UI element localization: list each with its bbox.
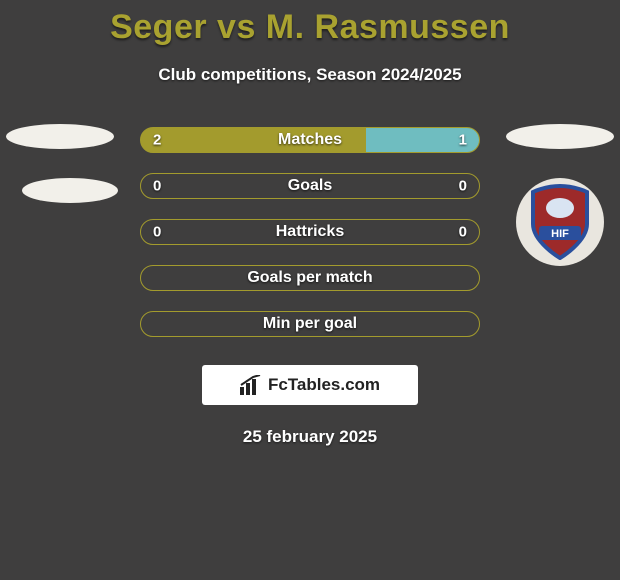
stat-row: Goals per match — [140, 265, 480, 291]
stat-value-right: 0 — [459, 224, 467, 241]
branding-text: FcTables.com — [268, 375, 380, 395]
stat-label: Goals per match — [141, 269, 479, 287]
stat-row: Hattricks0 0 — [140, 219, 480, 245]
stat-label: Goals — [141, 177, 479, 195]
stats-container: Matches21Goals00Hattricks00Goals per mat… — [0, 127, 620, 337]
branding-box: FcTables.com — [202, 365, 418, 405]
stat-bar-left — [141, 128, 366, 152]
player-right-avatar — [506, 124, 614, 149]
stat-bar-right — [366, 128, 479, 152]
chart-icon — [240, 375, 262, 395]
page-title: Seger vs M. Rasmussen — [0, 0, 620, 47]
player-left-avatar — [6, 124, 114, 149]
stat-label: Hattricks — [141, 223, 479, 241]
stat-row: Min per goal — [140, 311, 480, 337]
stat-value-left: 0 — [153, 178, 161, 195]
stat-row: Matches21 — [140, 127, 480, 153]
stat-value-left: 0 — [153, 224, 161, 241]
stat-row: Goals0 0 — [140, 173, 480, 199]
page-subtitle: Club competitions, Season 2024/2025 — [0, 65, 620, 85]
stat-value-right: 0 — [459, 178, 467, 195]
stat-label: Min per goal — [141, 315, 479, 333]
date-stamp: 25 february 2025 — [0, 427, 620, 447]
